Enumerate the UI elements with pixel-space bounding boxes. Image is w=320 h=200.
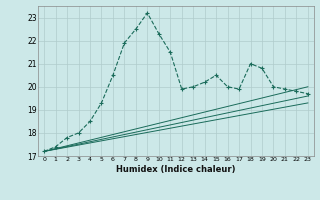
X-axis label: Humidex (Indice chaleur): Humidex (Indice chaleur) (116, 165, 236, 174)
